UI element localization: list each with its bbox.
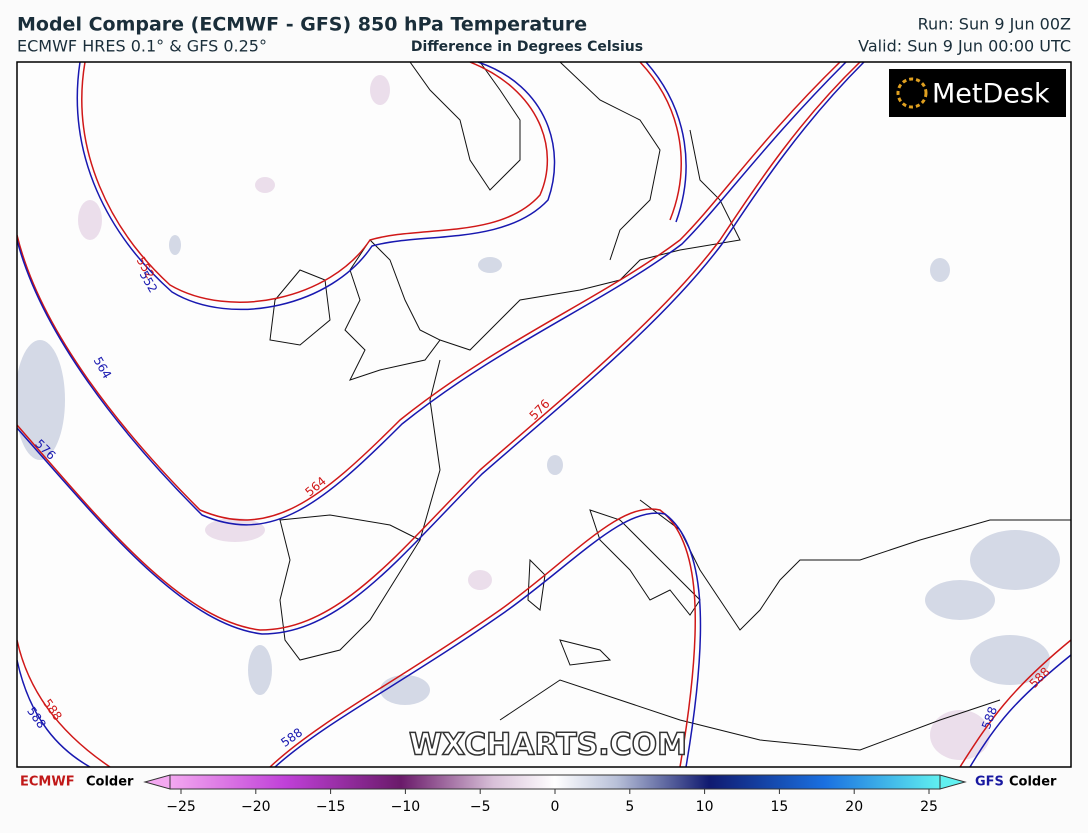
logo: MetDesk [932, 79, 1050, 110]
colorbar-tick-label: 25 [920, 799, 938, 815]
colorbar-tick-label: 10 [696, 799, 714, 815]
valid-time: Valid: Sun 9 Jun 00:00 UTC [858, 37, 1071, 56]
colorbar-tick-label: −15 [316, 799, 346, 815]
right-model: GFS [975, 775, 1004, 790]
run-time: Run: Sun 9 Jun 00Z [918, 15, 1071, 34]
logo-icon [896, 77, 928, 109]
colorbar-tick-label: −10 [391, 799, 421, 815]
coastlines [269, 62, 1071, 751]
subtitle: ECMWF HRES 0.1° & GFS 0.25° [17, 37, 267, 56]
watermark: WXCHARTS.COM [409, 728, 687, 763]
colorbar-tick-label: −25 [166, 799, 196, 815]
colorbar-tick-label: −5 [470, 799, 491, 815]
left-model: ECMWF [20, 775, 75, 790]
colorbar-arrow-right [939, 774, 967, 790]
right-label: Colder [1009, 775, 1057, 790]
center-subtitle: Difference in Degrees Celsius [411, 39, 643, 55]
map-frame [16, 61, 1072, 768]
logo-box [889, 69, 1066, 117]
colorbar [169, 774, 941, 790]
colorbar-tick-label: 5 [625, 799, 634, 815]
difference-shading [17, 75, 1060, 760]
colorbar-tick-label: 20 [845, 799, 863, 815]
colorbar-tick-label: −20 [241, 799, 271, 815]
colorbar-tick-label: 0 [551, 799, 560, 815]
title: Model Compare (ECMWF - GFS) 850 hPa Temp… [17, 14, 587, 36]
left-label: Colder [86, 775, 134, 790]
colorbar-arrow-left [143, 774, 171, 790]
colorbar-tick-label: 15 [770, 799, 788, 815]
